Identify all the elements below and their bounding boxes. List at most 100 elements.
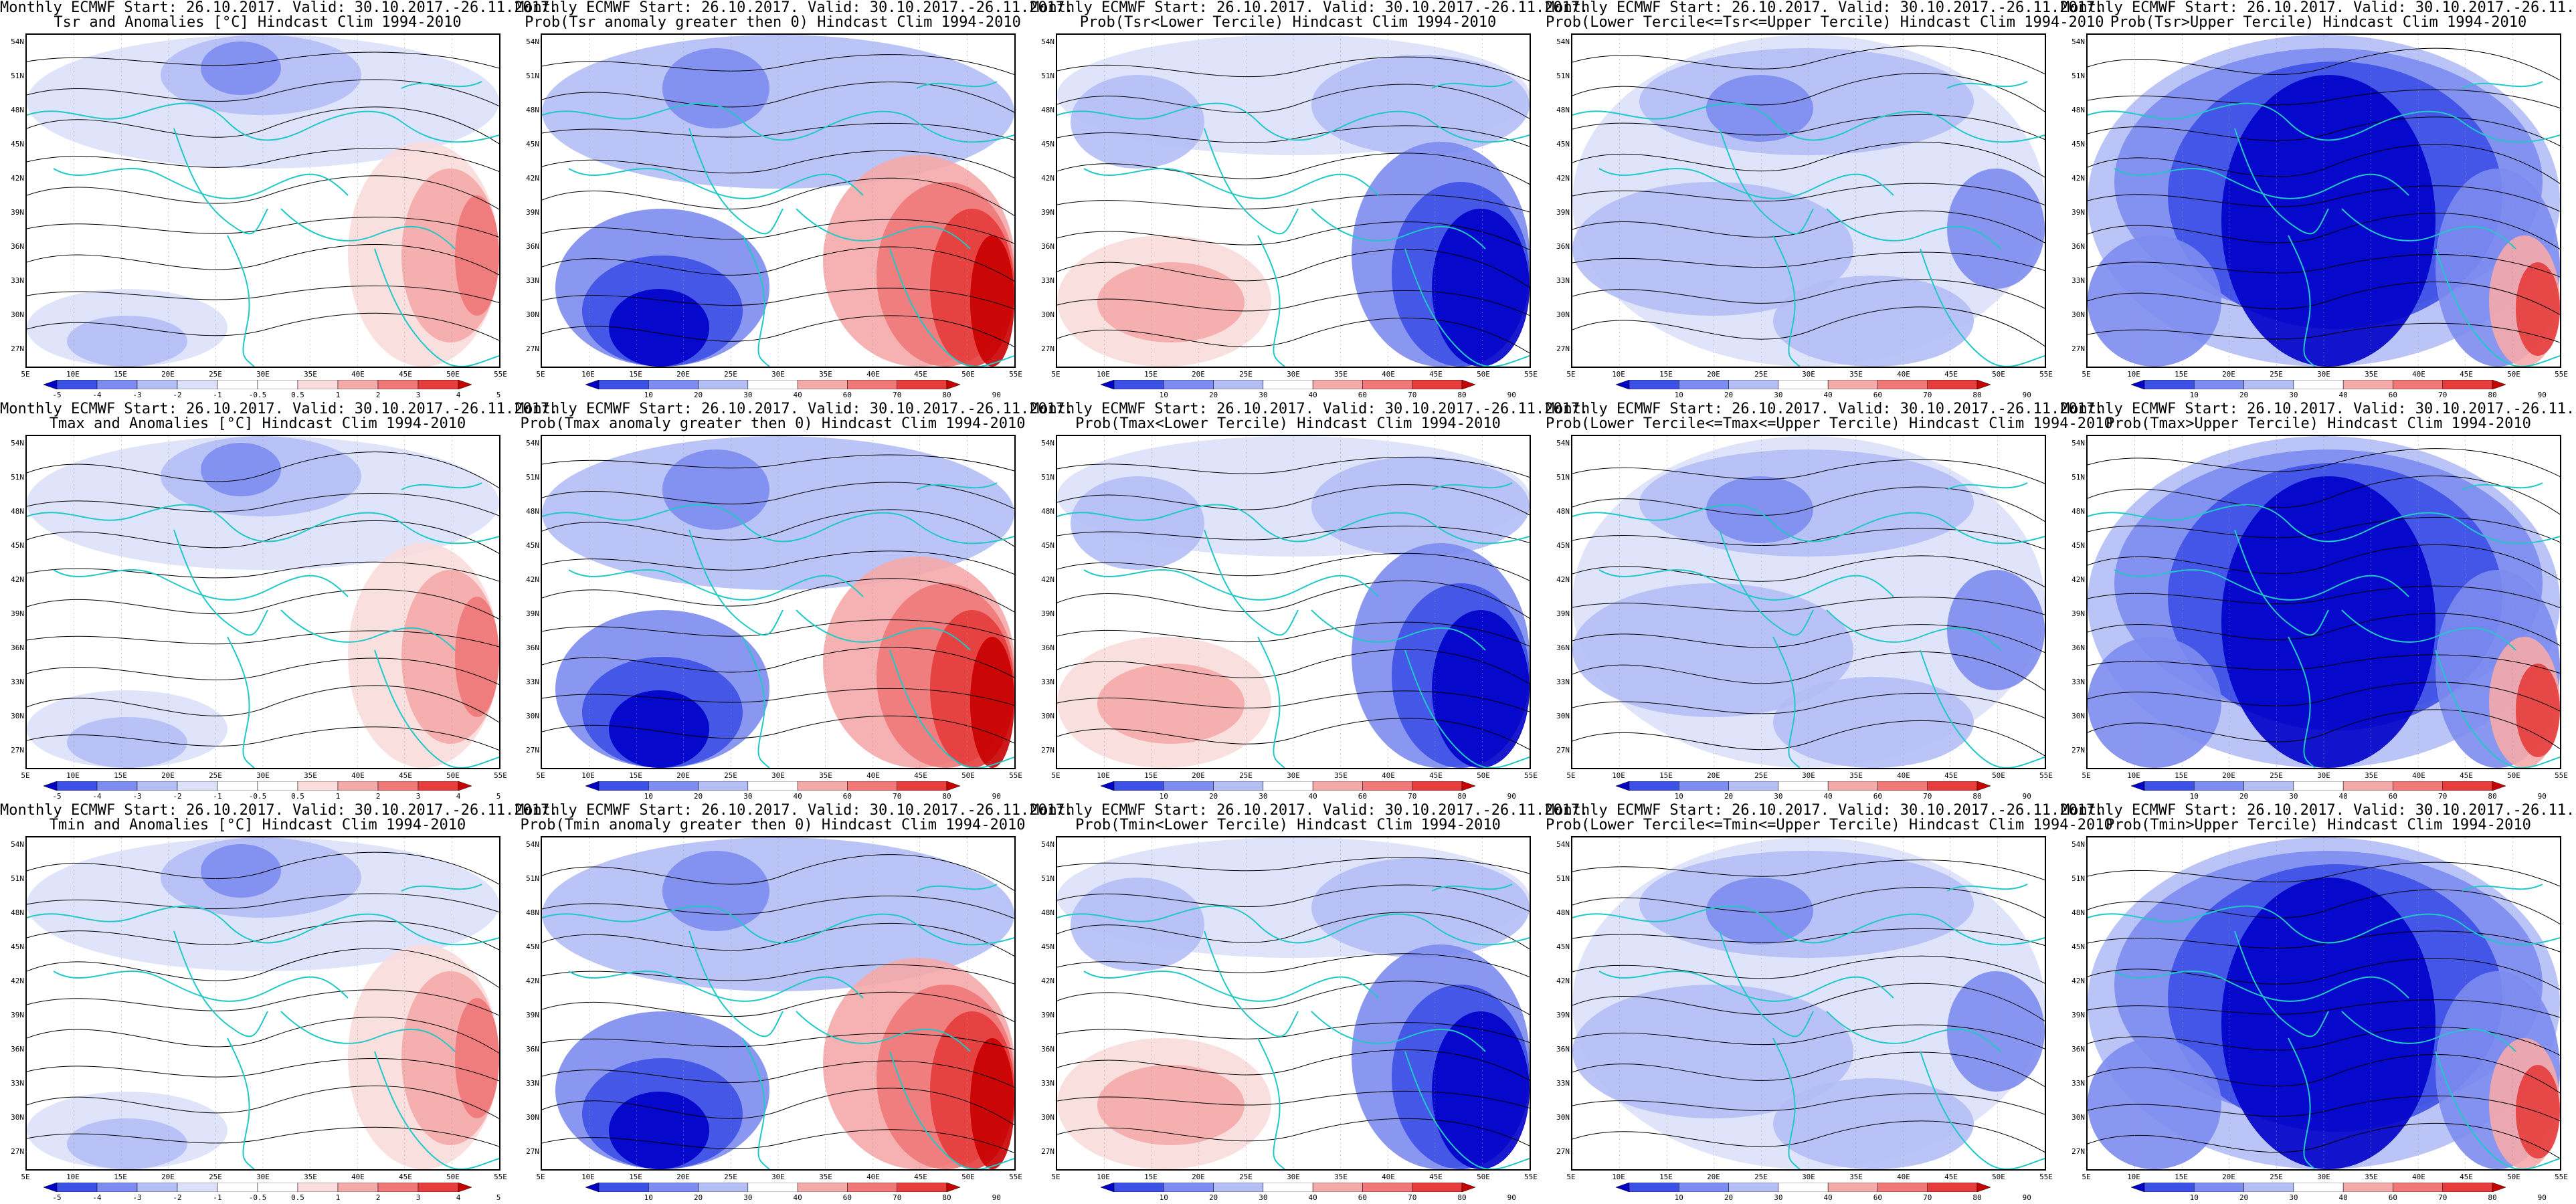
colorbar-swatch [418, 781, 459, 791]
contour-line [1057, 718, 1530, 750]
panel-header: Monthly ECMWF Start: 26.10.2017. Valid: … [1030, 401, 1589, 417]
colorbar-swatch [2144, 781, 2195, 791]
latitude-label: 54N [1556, 37, 1570, 46]
longitude-label: 55E [2039, 771, 2053, 780]
panel-title: Prob(Tmin<Lower Tercile) Hindcast Clim 1… [1075, 817, 1501, 833]
colorbar-label: 80 [1457, 1193, 1467, 1202]
shaded-region [609, 690, 709, 768]
longitude-label: 15E [114, 370, 127, 379]
coastline [1826, 1011, 2001, 1052]
colorbar-label: 40 [2338, 1193, 2348, 1202]
colorbar-label: 30 [1774, 391, 1783, 399]
longitude-label: 5E [21, 1173, 30, 1181]
latitude-label: 45N [1556, 140, 1570, 148]
colorbar-swatch [1927, 781, 1978, 791]
colorbar-label: -4 [92, 391, 102, 399]
coastline [53, 569, 349, 601]
shaded-region [455, 195, 499, 316]
longitude-label: 55E [1524, 771, 1538, 780]
longitude-label: 30E [256, 370, 270, 379]
colorbar-label: -0.5 [248, 1193, 267, 1202]
coastline [1311, 609, 1486, 651]
panel-title: Prob(Lower Tercile<=Tmin<=Upper Tercile)… [1546, 817, 2113, 833]
colorbar-swatch [598, 781, 649, 791]
map-panel: Monthly ECMWF Start: 26.10.2017. Valid: … [1030, 0, 1588, 401]
longitude-label: 10E [2127, 370, 2140, 379]
colorbar-label: 60 [2388, 1193, 2398, 1202]
contour-line [2088, 585, 2560, 608]
colorbar-swatch [1312, 781, 1363, 791]
colorbar-label: 70 [893, 391, 902, 399]
colorbar-swatch [598, 1183, 649, 1192]
longitude-label: 20E [2222, 1173, 2235, 1181]
longitude-label: 10E [1612, 370, 1625, 379]
colorbar-swatch [847, 781, 897, 791]
contour-line [1572, 528, 2045, 550]
contour-line [542, 1129, 1014, 1153]
latitude-label: 48N [1041, 106, 1054, 114]
coastline [742, 1037, 770, 1169]
colorbar-swatch [1629, 1183, 1679, 1192]
panel-header: Monthly ECMWF Start: 26.10.2017. Valid: … [1546, 401, 2104, 417]
colorbar-swatch [2194, 1183, 2244, 1192]
longitude-label: 15E [1144, 370, 1158, 379]
coastline [2435, 1051, 2560, 1169]
latitude-label: 33N [526, 678, 539, 686]
colorbar-swatch [2342, 781, 2393, 791]
colorbar-swatch [598, 380, 649, 389]
coastline [568, 168, 864, 199]
longitude-label: 35E [2365, 771, 2378, 780]
latitude-label: 48N [1556, 507, 1570, 516]
colorbar-label: 3 [416, 792, 421, 801]
longitude-label: 10E [66, 1173, 80, 1181]
map-area [1571, 435, 2046, 769]
colorbar-swatch [2342, 1183, 2393, 1192]
latitude-label: 51N [526, 473, 539, 482]
latitude-label: 54N [1041, 840, 1054, 849]
shaded-region [2516, 262, 2560, 356]
latitude-label: 45N [2072, 942, 2085, 951]
contour-line [27, 989, 499, 1016]
latitude-label: 30N [526, 310, 539, 319]
latitude-label: 51N [1556, 473, 1570, 482]
colorbar-label: 60 [1358, 391, 1368, 399]
contour-line [2088, 682, 2560, 712]
latitude-label: 51N [2072, 72, 2085, 80]
colorbar-swatch [337, 1183, 379, 1192]
colorbar-label: 20 [693, 792, 703, 801]
coastline [1572, 504, 2045, 544]
contour-line [1057, 484, 1530, 516]
longitude-label: 15E [629, 1173, 642, 1181]
latitude-label: 39N [1556, 208, 1570, 217]
map-field [27, 35, 499, 367]
contour-line [542, 54, 1014, 75]
colorbar-swatch [136, 781, 178, 791]
shaded-region [1432, 209, 1530, 367]
colorbar-label: -3 [132, 1193, 142, 1202]
longitude-label: 35E [1849, 370, 1863, 379]
panel-header: Monthly ECMWF Start: 26.10.2017. Valid: … [2061, 0, 2576, 16]
longitude-label: 40E [1382, 771, 1395, 780]
panel-title: Prob(Tsr<Lower Tercile) Hindcast Clim 19… [1079, 14, 1497, 31]
contour-line [27, 685, 499, 723]
colorbar [1616, 1183, 1991, 1192]
coastline [796, 609, 971, 651]
longitude-label: 55E [2555, 771, 2568, 780]
contour-line [2088, 862, 2560, 887]
contour-line [1572, 1120, 2045, 1152]
coastline [1404, 1051, 1530, 1169]
longitude-label: 15E [114, 1173, 127, 1181]
longitude-label: 25E [724, 370, 737, 379]
coastline [1772, 636, 1801, 768]
latitude-label: 33N [1556, 276, 1570, 285]
colorbar-swatch [2293, 781, 2344, 791]
colorbar-label: 40 [1823, 1193, 1833, 1202]
longitude-label: 20E [1192, 1173, 1205, 1181]
shaded-region [1311, 55, 1530, 155]
longitude-label: 40E [1897, 370, 1910, 379]
colorbar-swatch [96, 781, 138, 791]
latitude-label: 33N [11, 678, 24, 686]
map-field [542, 436, 1014, 768]
contour-line [1057, 221, 1530, 250]
colorbar-label: 20 [1724, 391, 1734, 399]
